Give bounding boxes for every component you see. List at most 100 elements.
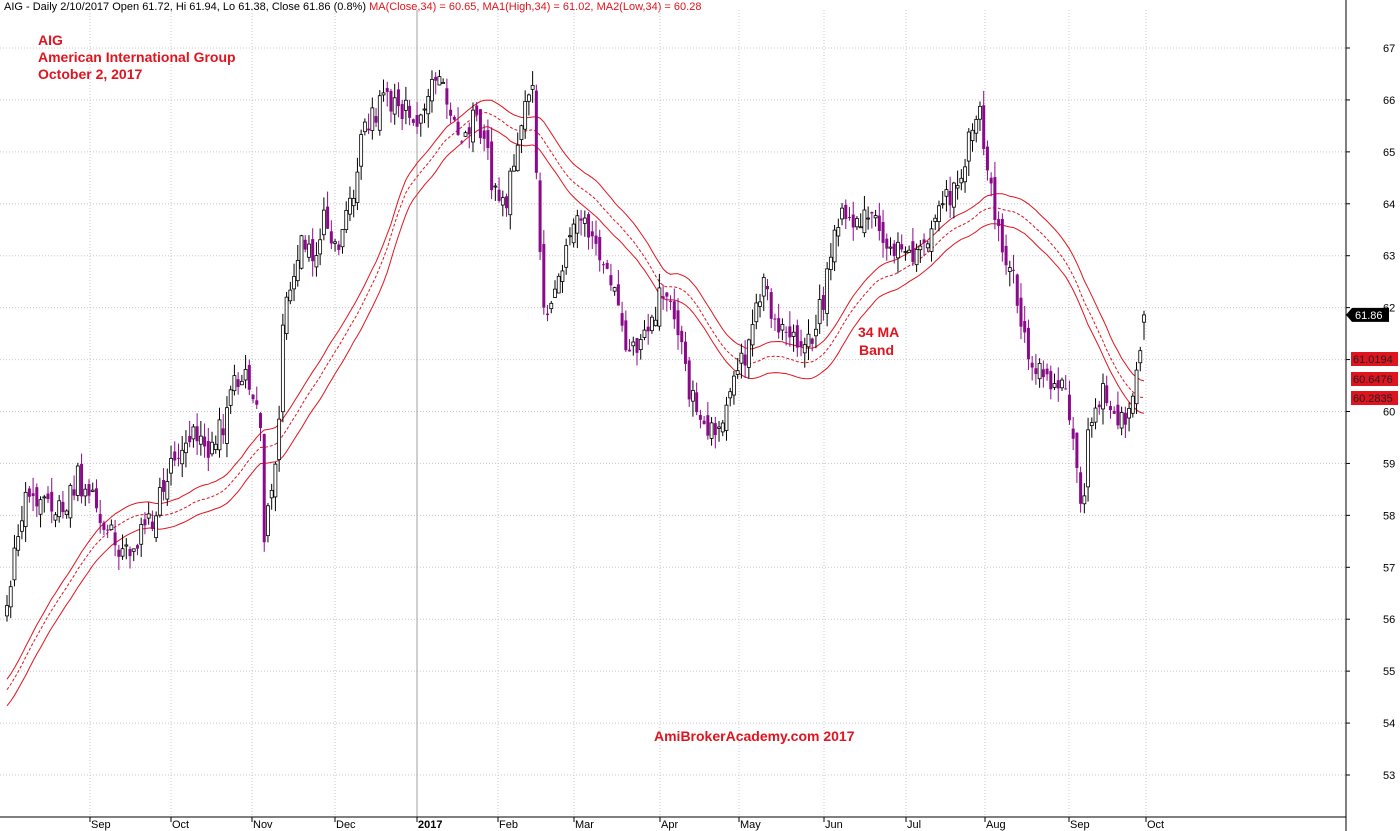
candle <box>896 232 900 274</box>
y-tick-label: 65 <box>1383 147 1395 159</box>
candle <box>855 216 859 230</box>
candle <box>344 201 349 234</box>
candle <box>124 538 129 560</box>
candle <box>505 193 509 217</box>
header-ma-low: MA2(Low,34) = 60.28 <box>596 1 702 13</box>
candle <box>959 169 964 191</box>
candle <box>683 331 687 372</box>
x-tick-label: Sep <box>1070 819 1090 831</box>
x-tick-label: Nov <box>253 819 273 831</box>
candle <box>471 102 475 153</box>
candle <box>284 291 289 340</box>
candle <box>1067 380 1071 425</box>
candle <box>802 337 807 368</box>
candle <box>832 224 837 271</box>
candle <box>299 234 304 270</box>
candle <box>519 124 524 154</box>
candle <box>624 310 628 352</box>
candle <box>1019 283 1023 340</box>
candle <box>758 293 762 318</box>
y-tick-label: 56 <box>1383 614 1395 626</box>
candle <box>430 70 434 113</box>
candle <box>780 318 785 341</box>
candle <box>385 81 389 107</box>
candle <box>135 543 139 556</box>
candle <box>735 357 740 379</box>
ma-low-tag: 60.2835 <box>1351 391 1398 405</box>
x-tick-label: Oct <box>1147 819 1164 831</box>
candle <box>944 180 949 212</box>
candle <box>266 502 270 543</box>
candle <box>146 502 151 525</box>
candle <box>198 421 203 456</box>
candle <box>877 202 881 241</box>
candle <box>549 300 554 314</box>
candle <box>169 445 173 486</box>
candle <box>601 261 605 274</box>
candle <box>538 172 542 261</box>
candle <box>102 520 106 535</box>
candle <box>374 108 378 128</box>
x-tick-label: 2017 <box>418 819 442 831</box>
candle <box>180 436 185 478</box>
candle <box>1045 363 1049 381</box>
candle <box>31 477 35 512</box>
candle <box>173 441 177 467</box>
candle <box>367 113 371 135</box>
candle <box>94 479 98 513</box>
candle <box>724 396 729 441</box>
ma-high-tag: 61.0194 <box>1351 352 1398 366</box>
candle <box>1007 260 1012 287</box>
candle <box>8 580 13 619</box>
candle <box>609 263 613 291</box>
candle <box>765 278 769 301</box>
candle <box>228 385 233 414</box>
y-tick-label: 63 <box>1383 251 1395 263</box>
candle <box>176 443 180 467</box>
candle <box>1041 360 1045 388</box>
candle <box>295 245 300 287</box>
candle <box>303 235 307 253</box>
candle <box>575 209 580 249</box>
candle <box>389 88 393 123</box>
candle <box>292 263 296 302</box>
candle <box>769 288 773 329</box>
watermark: AmiBrokerAcademy.com 2017 <box>654 728 855 744</box>
x-tick-label: Apr <box>661 819 678 831</box>
candle <box>993 161 997 230</box>
candle <box>277 405 282 472</box>
candle <box>1123 406 1127 439</box>
candle <box>210 431 214 457</box>
x-tick-label: Dec <box>336 819 356 831</box>
x-tick-label: Sep <box>91 819 111 831</box>
candle <box>255 386 259 409</box>
candle <box>340 229 345 254</box>
candle <box>858 213 863 229</box>
candle <box>456 107 460 136</box>
candle <box>441 78 446 84</box>
candle <box>452 115 456 122</box>
candle <box>974 115 979 143</box>
candle <box>117 544 121 571</box>
candle <box>754 293 759 330</box>
candle <box>680 325 684 355</box>
candle <box>370 97 375 140</box>
candle <box>191 423 196 448</box>
band-annotation: 34 MA Band <box>858 323 899 359</box>
candle <box>982 90 986 156</box>
candle <box>844 199 848 230</box>
candle <box>1015 273 1019 314</box>
candle <box>1142 310 1146 340</box>
candle <box>903 246 908 261</box>
candle <box>922 233 926 257</box>
candle <box>1064 375 1068 390</box>
band-label-line1: 34 MA <box>858 324 900 340</box>
candle <box>422 103 427 124</box>
candle <box>687 356 691 407</box>
candle <box>1052 373 1057 391</box>
candle <box>333 238 337 252</box>
candle <box>616 269 620 306</box>
candle <box>508 167 513 230</box>
candle <box>1030 355 1034 381</box>
candle <box>978 101 982 131</box>
